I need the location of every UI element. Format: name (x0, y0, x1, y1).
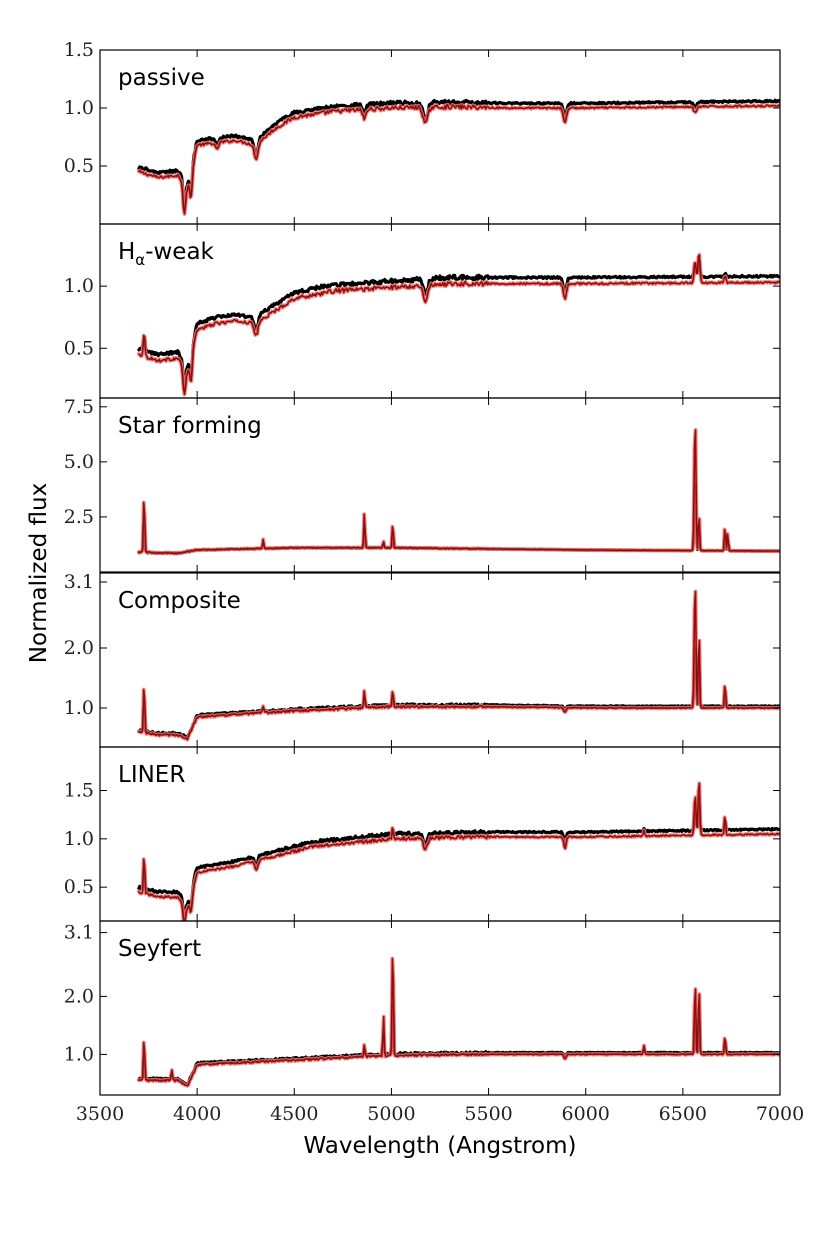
y-tick-label: 1.5 (64, 780, 94, 802)
series-group (136, 252, 780, 397)
panel-title-tail: -weak (145, 239, 214, 265)
y-tick-label: 2.0 (64, 637, 94, 659)
panel-frame (99, 920, 781, 1096)
y-tick-label: 1.0 (64, 97, 94, 119)
y-tick-label: 1.0 (64, 275, 94, 297)
panel-title: Star forming (118, 413, 262, 439)
panels-group: 0.5 1.0 1.5 passive 0.5 1.0 Hα-weak 2.5 5.0 7.5 St… (64, 39, 804, 1125)
series-group (136, 428, 780, 556)
median-spectrum-line (137, 482, 780, 556)
panel-4: 0.5 1.0 1.5 LINER (64, 746, 781, 922)
overlap-spectrum-line (138, 782, 780, 921)
x-axis-label: Wavelength (Angstrom) (303, 1133, 576, 1159)
panel-1: 0.5 1.0 Hα-weak (64, 223, 781, 399)
median-spectrum-line (137, 803, 780, 921)
x-tick-label: 3500 (76, 1103, 124, 1125)
panel-title: LINER (118, 762, 185, 788)
x-tick-label: 5500 (464, 1103, 512, 1125)
panel-3: 1.0 2.0 3.1 Composite (64, 571, 781, 748)
series-group (136, 781, 780, 921)
median-spectrum-line (137, 646, 780, 739)
series-group (136, 98, 780, 216)
overlap-spectrum-line (138, 254, 780, 396)
panel-5: 1.0 2.0 3.1 Seyfert (64, 920, 781, 1096)
series-group (136, 589, 780, 742)
y-tick-label: 1.0 (64, 828, 94, 850)
y-tick-label: 0.5 (64, 876, 94, 898)
x-tick-label: 7000 (756, 1103, 804, 1125)
panel-title: Seyfert (118, 936, 201, 962)
y-tick-label: 3.1 (64, 571, 94, 593)
overlap-spectrum-line (138, 104, 780, 215)
panel-0: 0.5 1.0 1.5 passive (64, 39, 781, 225)
series-group (136, 956, 780, 1088)
stacked-spectrum-line (136, 428, 780, 556)
overlap-spectrum-line (138, 957, 780, 1087)
panel-title-subscript: α (135, 251, 145, 269)
y-tick-label: 3.1 (64, 922, 94, 944)
y-tick-label: 5.0 (64, 451, 94, 473)
y-tick-label: 1.0 (64, 697, 94, 719)
panel-2: 2.5 5.0 7.5 Star forming (64, 396, 781, 573)
x-tick-label: 6000 (562, 1103, 610, 1125)
panel-title: Composite (118, 588, 241, 614)
median-spectrum-line (137, 98, 780, 211)
overlap-spectrum-line (138, 590, 780, 741)
y-tick-label: 1.0 (64, 1043, 94, 1065)
y-tick-label: 7.5 (64, 396, 94, 418)
panel-frame (99, 397, 781, 573)
y-tick-label: 0.5 (64, 337, 94, 359)
panel-title: Hα-weak (118, 239, 215, 269)
x-tick-label: 4500 (270, 1103, 318, 1125)
y-tick-label: 0.5 (64, 155, 94, 177)
overlap-spectrum-line (138, 429, 780, 555)
y-tick-label: 2.5 (64, 506, 94, 528)
panel-title: passive (118, 65, 205, 91)
x-tick-label: 6500 (659, 1103, 707, 1125)
stacked-spectrum-line (136, 781, 780, 921)
y-axis-label: Normalized flux (26, 483, 52, 663)
stacked-spectrum-line (136, 956, 780, 1088)
y-tick-label: 1.5 (64, 39, 94, 61)
x-tick-label: 4000 (173, 1103, 221, 1125)
median-spectrum-line (137, 260, 780, 392)
y-tick-label: 2.0 (64, 985, 94, 1007)
x-tick-label: 5000 (367, 1103, 415, 1125)
stacked-spectrum-line (136, 102, 780, 216)
median-spectrum-line (137, 1003, 780, 1086)
